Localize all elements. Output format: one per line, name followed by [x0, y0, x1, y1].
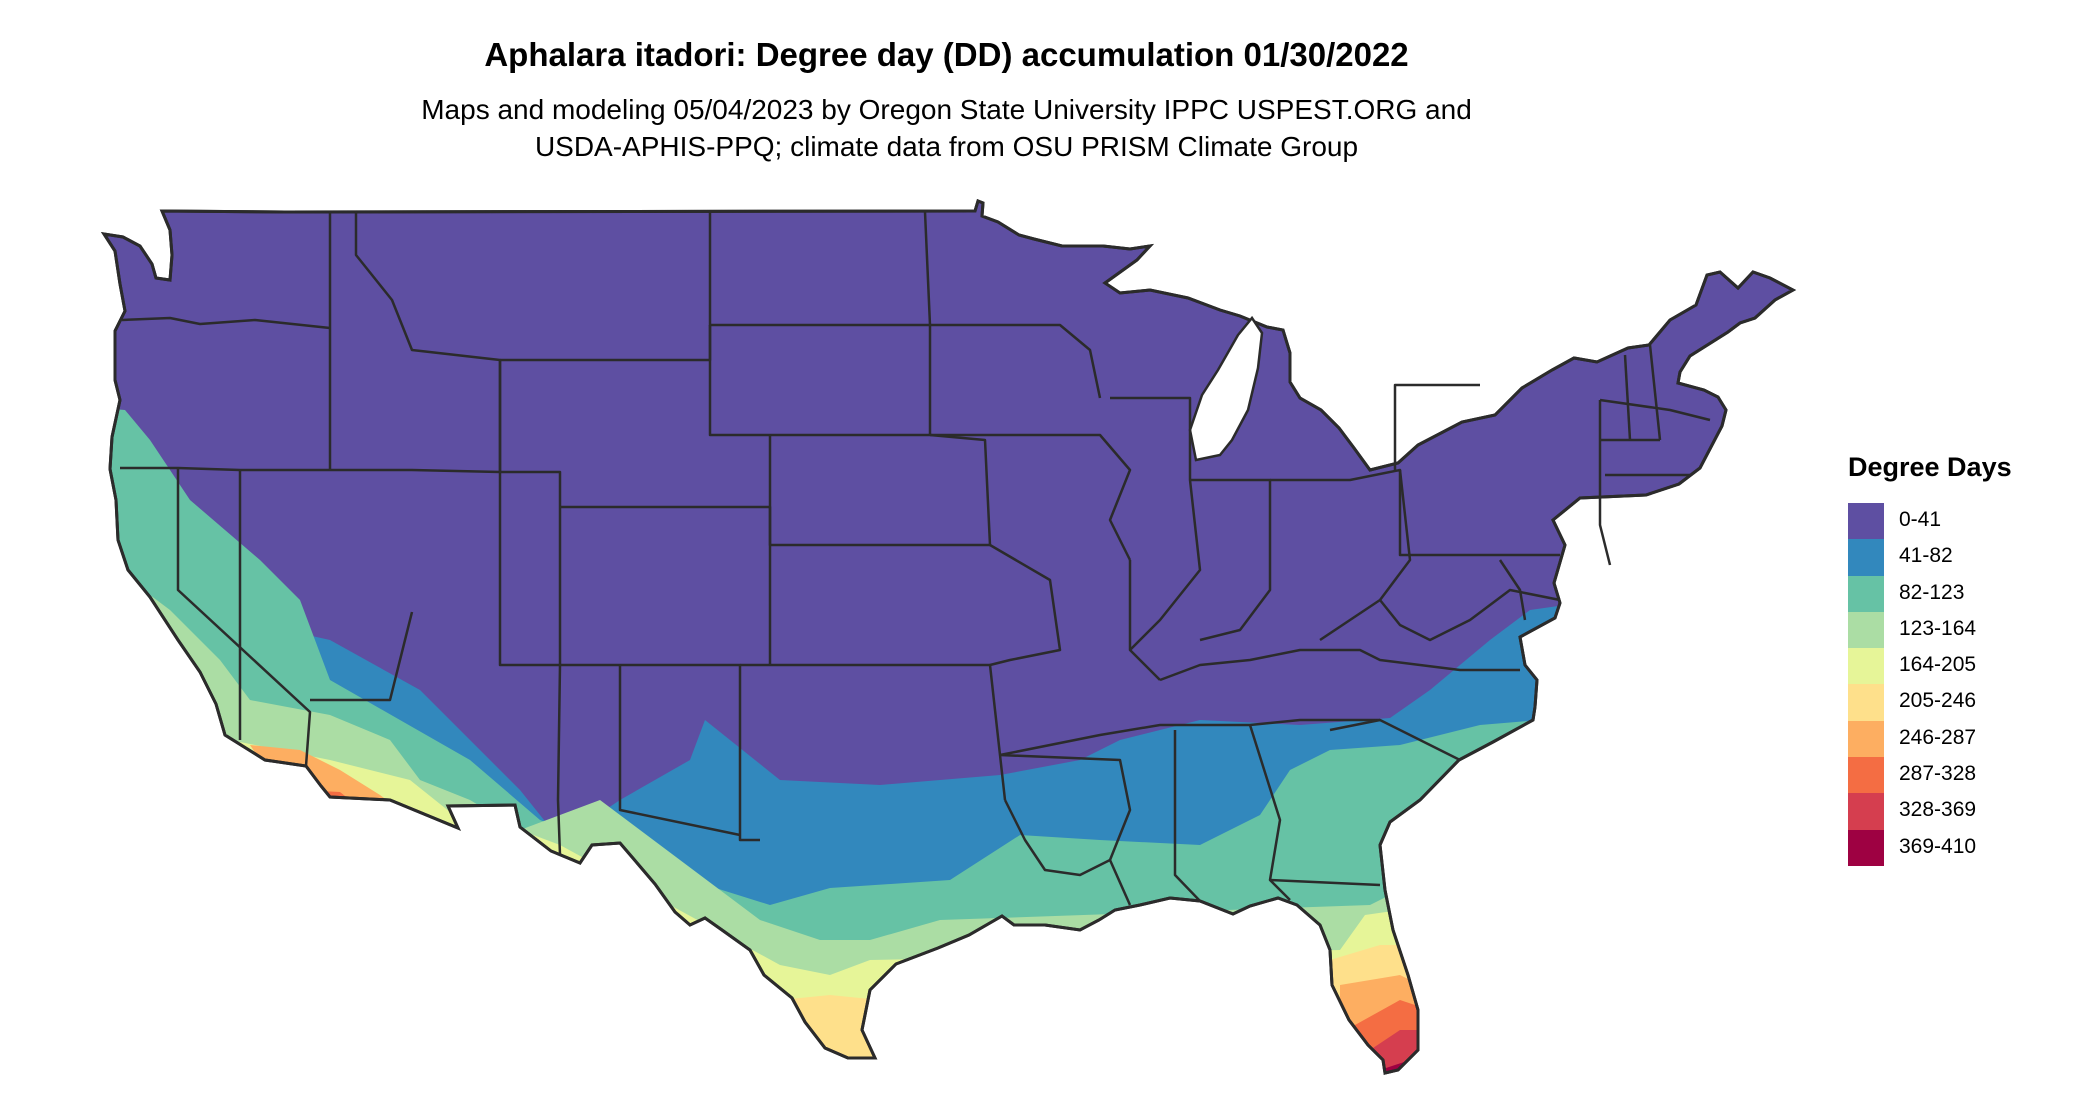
lake-michigan — [1188, 315, 1264, 462]
legend-item: 205-246 — [1848, 684, 2012, 721]
legend-label: 41-82 — [1899, 544, 1953, 568]
legend-swatch — [1848, 648, 1884, 685]
legend-item: 0-41 — [1848, 503, 2012, 540]
us-outline — [100, 198, 1797, 1075]
legend-item: 123-164 — [1848, 611, 2012, 649]
state-borders — [120, 211, 1711, 906]
legend-label: 205-246 — [1899, 689, 1977, 713]
legend-swatch — [1848, 720, 1884, 758]
map-subtitle-line-1: Maps and modeling 05/04/2023 by Oregon S… — [421, 94, 1472, 125]
legend-label: 246-287 — [1899, 725, 1977, 749]
map-title: Aphalara itadori: Degree day (DD) accumu… — [484, 36, 1409, 73]
legend-swatch — [1848, 793, 1884, 830]
legend-swatch — [1848, 611, 1884, 649]
legend-swatch — [1848, 829, 1884, 866]
legend-label: 328-369 — [1899, 798, 1977, 822]
legend-label: 0-41 — [1899, 508, 1942, 531]
legend-label: 287-328 — [1899, 762, 1977, 786]
legend-swatch — [1848, 684, 1884, 721]
legend-title: Degree Days — [1848, 452, 2012, 482]
legend-item: 369-410 — [1848, 829, 2012, 866]
legend-label: 82-123 — [1899, 580, 1965, 604]
legend-label: 369-410 — [1899, 834, 1977, 858]
legend-item: 287-328 — [1848, 757, 2012, 794]
legend: Degree Days 0-41 41-82 82-123 123-164 16… — [1848, 452, 2012, 866]
zone-369-410 — [1380, 1060, 1430, 1073]
legend-label: 164-205 — [1899, 653, 1977, 677]
legend-swatch — [1848, 575, 1884, 612]
legend-swatch — [1848, 503, 1884, 540]
legend-item: 164-205 — [1848, 648, 2012, 685]
legend-item: 328-369 — [1848, 793, 2012, 830]
legend-item: 41-82 — [1848, 539, 2012, 576]
legend-swatch — [1848, 539, 1884, 576]
legend-item: 246-287 — [1848, 720, 2012, 758]
legend-label: 123-164 — [1899, 616, 1977, 640]
legend-swatch — [1848, 757, 1884, 794]
legend-item: 82-123 — [1848, 575, 2012, 612]
map-subtitle-line-2: USDA-APHIS-PPQ; climate data from OSU PR… — [534, 131, 1359, 162]
legend-items: 0-41 41-82 82-123 123-164 164-205 205-24… — [1848, 503, 2012, 866]
